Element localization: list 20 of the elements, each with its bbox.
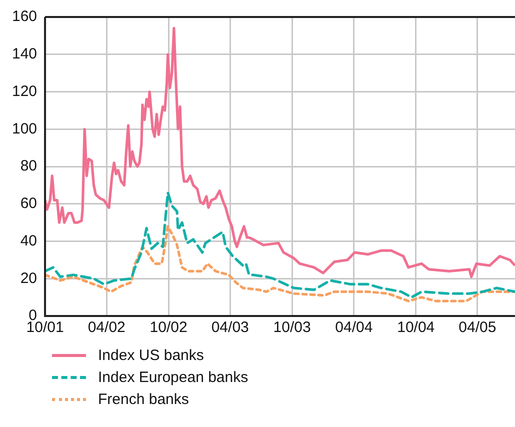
y-tick-label: 80 <box>20 158 38 175</box>
legend-label: Index European banks <box>98 368 248 386</box>
y-tick-label: 20 <box>20 270 38 287</box>
y-tick-label: 140 <box>12 46 38 63</box>
legend-label: French banks <box>98 390 189 408</box>
y-tick-label: 160 <box>12 8 38 26</box>
y-tick-label: 100 <box>12 120 38 138</box>
x-tick-label: 10/02 <box>150 319 188 336</box>
y-tick-label: 40 <box>20 232 38 250</box>
y-tick-label: 60 <box>20 195 38 212</box>
line-series <box>45 225 515 302</box>
x-tick-label: 04/04 <box>335 319 373 336</box>
x-tick-label: 10/04 <box>397 319 435 336</box>
x-tick-label: 04/03 <box>211 319 249 336</box>
line-series <box>45 191 515 299</box>
x-tick-label: 04/02 <box>88 319 126 336</box>
legend-label: Index US banks <box>98 346 204 364</box>
y-tick-label: 120 <box>12 82 38 100</box>
x-tick-label: 10/03 <box>273 319 311 336</box>
x-tick-label: 04/05 <box>458 319 496 336</box>
